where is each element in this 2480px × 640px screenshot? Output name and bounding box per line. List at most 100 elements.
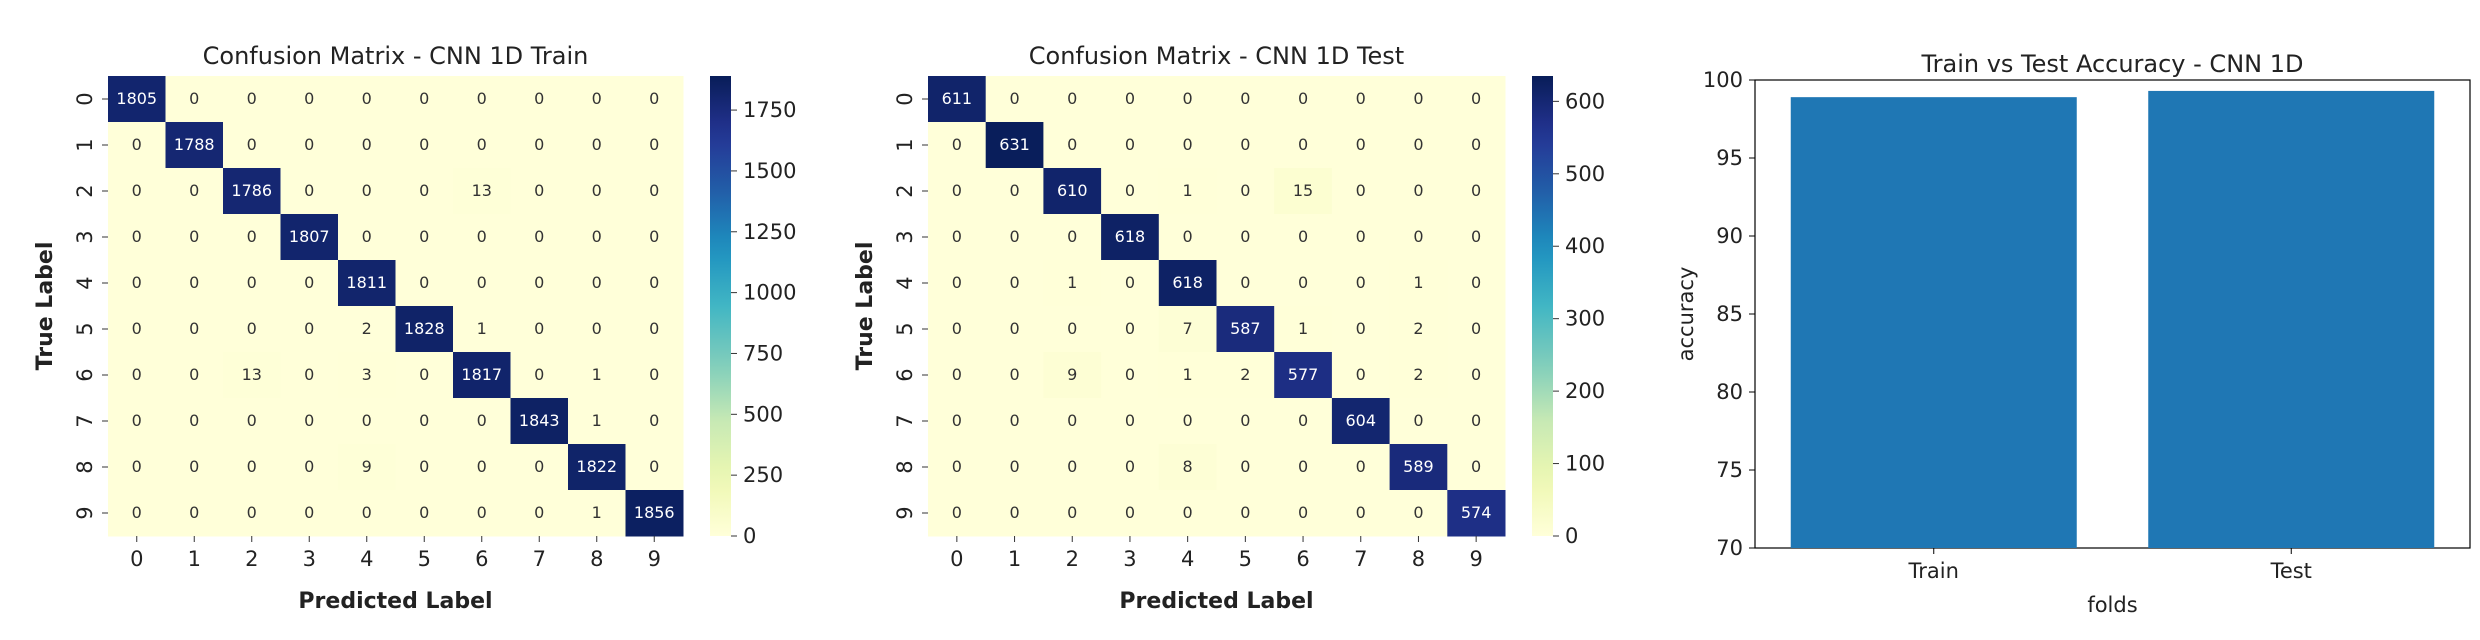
y-tick-label: 5 — [73, 322, 97, 335]
cell-value-label: 0 — [189, 411, 199, 430]
cell-value-label: 0 — [132, 273, 142, 292]
cell-value-label: 0 — [1125, 181, 1135, 200]
heatmap-cell — [1389, 352, 1448, 399]
heatmap-cell — [510, 76, 569, 123]
cell-value-label: 9 — [1067, 365, 1077, 384]
heatmap-cell — [395, 398, 454, 445]
cell-value-label: 0 — [649, 319, 659, 338]
y-tick-label: 90 — [1716, 224, 1743, 248]
cell-value-label: 0 — [1471, 135, 1481, 154]
cell-value-label: 0 — [419, 457, 429, 476]
colorbar-tick-label: 600 — [1565, 89, 1605, 113]
heatmap-cell — [1043, 490, 1102, 537]
cell-value-label: 0 — [1471, 89, 1481, 108]
cell-value-label: 0 — [1009, 365, 1019, 384]
cell-value-label: 0 — [1413, 411, 1423, 430]
cell-value-label: 0 — [189, 181, 199, 200]
cell-value-label: 0 — [1471, 227, 1481, 246]
heatmap-cell — [1447, 490, 1506, 537]
cell-value-label: 0 — [952, 365, 962, 384]
cell-value-label: 0 — [1298, 227, 1308, 246]
heatmap-cell — [1331, 76, 1391, 123]
heatmap-cell — [1101, 214, 1160, 261]
heatmap-cell — [165, 306, 224, 353]
cell-value-label: 0 — [1471, 319, 1481, 338]
colorbar-tick-label: 500 — [743, 402, 783, 426]
heatmap-cell — [1389, 260, 1448, 307]
cell-value-label: 0 — [1356, 503, 1366, 522]
x-tick-label: 6 — [1296, 547, 1309, 571]
cell-value-label: 0 — [419, 411, 429, 430]
heatmap-cell — [108, 398, 166, 445]
heatmap-cell — [165, 398, 224, 445]
y-tick-label: 100 — [1703, 68, 1743, 92]
x-tick-label: 4 — [1181, 547, 1194, 571]
cell-value-label: 0 — [592, 181, 602, 200]
heatmap-cell — [280, 352, 339, 399]
cell-value-label: 0 — [952, 135, 962, 154]
cell-value-label: 0 — [649, 273, 659, 292]
cell-value-label: 0 — [1125, 319, 1135, 338]
colorbar-tick-label: 400 — [1565, 234, 1605, 258]
heatmap-cell — [1101, 168, 1160, 215]
heatmap-cell — [165, 260, 224, 307]
heatmap-cell — [395, 306, 454, 353]
x-tick-label: Test — [2270, 559, 2312, 583]
y-tick-label: 9 — [73, 506, 97, 519]
heatmap-cell — [510, 122, 569, 169]
heatmap-cell — [395, 122, 454, 169]
cell-value-label: 0 — [477, 227, 487, 246]
heatmap-cell — [1043, 306, 1102, 353]
heatmap-cell — [510, 168, 569, 215]
cell-value-label: 0 — [132, 319, 142, 338]
heatmap-cell — [108, 352, 166, 399]
x-tick-label: 0 — [950, 547, 963, 571]
heatmap-cell — [280, 444, 339, 491]
heatmap-cell — [568, 352, 626, 399]
heatmap-cell — [338, 122, 396, 169]
heatmap-cell — [1274, 260, 1333, 307]
cell-value-label: 0 — [304, 411, 314, 430]
cell-value-label: 0 — [592, 227, 602, 246]
heatmap-cell — [338, 306, 396, 353]
heatmap-cell — [223, 306, 281, 353]
heatmap-cell — [280, 122, 339, 169]
heatmap-cell — [1447, 168, 1506, 215]
y-tick-label: 70 — [1716, 536, 1743, 560]
heatmap-cell — [510, 398, 569, 445]
heatmap-cell — [1101, 352, 1160, 399]
heatmap-cell — [928, 306, 987, 353]
heatmap-cell — [165, 444, 224, 491]
cell-value-label: 0 — [1356, 273, 1366, 292]
cell-value-label: 0 — [362, 503, 372, 522]
cell-value-label: 0 — [1183, 89, 1193, 108]
cell-value-label: 0 — [649, 365, 659, 384]
heatmap-cell — [1331, 168, 1391, 215]
y-tick-label: 7 — [893, 414, 917, 427]
cell-value-label: 0 — [1009, 227, 1019, 246]
x-tick-label: 8 — [1412, 547, 1425, 571]
cell-value-label: 0 — [649, 89, 659, 108]
heatmap-cell — [165, 76, 224, 123]
cell-value-label: 0 — [189, 89, 199, 108]
cell-value-label: 0 — [304, 365, 314, 384]
heatmap-cell — [1101, 260, 1160, 307]
heatmap-cell — [1101, 122, 1160, 169]
cell-value-label: 0 — [247, 503, 257, 522]
heatmap-cell — [1389, 214, 1448, 261]
cell-value-label: 0 — [952, 411, 962, 430]
x-tick-label: 0 — [130, 547, 143, 571]
cell-value-label: 0 — [247, 135, 257, 154]
heatmap-cell — [1158, 490, 1217, 537]
heatmap-cell — [165, 490, 224, 537]
cell-value-label: 0 — [419, 181, 429, 200]
heatmap-cell — [1101, 444, 1160, 491]
cell-value-label: 587 — [1230, 319, 1261, 338]
x-tick-label: 3 — [303, 547, 316, 571]
y-tick-label: 4 — [893, 276, 917, 289]
heatmap-cell — [280, 214, 339, 261]
cell-value-label: 0 — [1356, 365, 1366, 384]
cell-value-label: 610 — [1057, 181, 1088, 200]
cell-value-label: 0 — [1009, 411, 1019, 430]
cell-value-label: 0 — [132, 503, 142, 522]
